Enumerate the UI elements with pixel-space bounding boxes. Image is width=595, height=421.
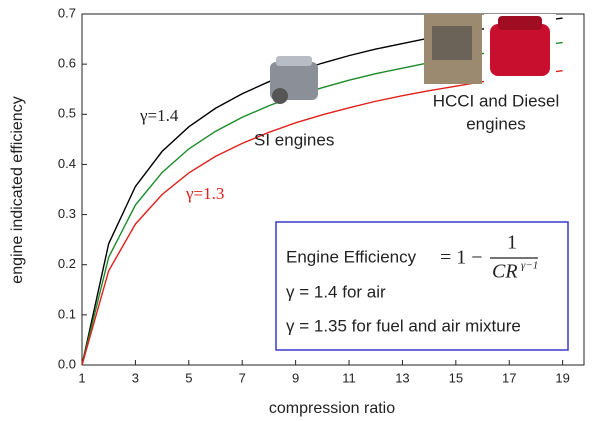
y-tick-label: 0.5 bbox=[58, 106, 76, 121]
y-axis-label: engine indicated efficiency bbox=[9, 96, 26, 283]
si-engine-image bbox=[270, 56, 318, 104]
x-tick-label: 19 bbox=[555, 370, 569, 385]
x-tick-label: 7 bbox=[239, 370, 246, 385]
page: {"chart_data": {"type": "line", "x_label… bbox=[0, 0, 595, 421]
formula-text: CR bbox=[492, 261, 518, 283]
formula-text: 1 bbox=[507, 232, 517, 254]
x-tick-label: 5 bbox=[185, 370, 192, 385]
annotation: SI engines bbox=[254, 130, 334, 149]
x-tick-label: 9 bbox=[292, 370, 299, 385]
x-tick-label: 3 bbox=[132, 370, 139, 385]
hcci-engine-image bbox=[424, 14, 556, 84]
y-tick-label: 0.6 bbox=[58, 56, 76, 71]
formula-text: γ−1 bbox=[521, 260, 538, 272]
y-tick-label: 0.0 bbox=[58, 356, 76, 371]
formula-text: γ = 1.35 for fuel and air mixture bbox=[286, 316, 521, 335]
chart: compression ratio engine indicated effic… bbox=[0, 0, 595, 421]
formula-box: Engine Efficiency = 1 − 1 CR γ−1 γ = 1.4… bbox=[276, 222, 568, 350]
annotation: γ=1.4 bbox=[139, 106, 179, 125]
y-tick-label: 0.3 bbox=[58, 206, 76, 221]
y-tick-label: 0.1 bbox=[58, 306, 76, 321]
y-tick-label: 0.2 bbox=[58, 256, 76, 271]
x-tick-label: 1 bbox=[78, 370, 85, 385]
formula-text: = 1 − bbox=[440, 247, 483, 269]
annotation: HCCI and Diesel bbox=[433, 91, 560, 110]
annotation: γ=1.3 bbox=[185, 184, 224, 203]
x-axis-label: compression ratio bbox=[269, 400, 395, 417]
formula-text: γ = 1.4 for air bbox=[286, 282, 386, 301]
y-tick-label: 0.7 bbox=[58, 5, 76, 20]
x-tick-label: 15 bbox=[449, 370, 463, 385]
annotation: engines bbox=[466, 114, 526, 133]
x-tick-label: 11 bbox=[342, 370, 356, 385]
x-tick-label: 17 bbox=[502, 370, 516, 385]
x-tick-label: 13 bbox=[395, 370, 409, 385]
y-tick-label: 0.4 bbox=[58, 156, 76, 171]
formula-text: Engine Efficiency bbox=[286, 247, 417, 266]
